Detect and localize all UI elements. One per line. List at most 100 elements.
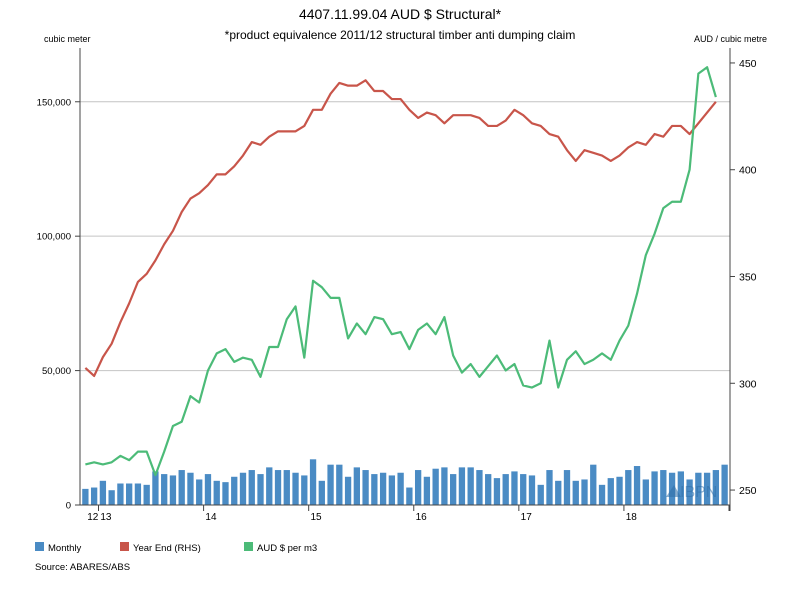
watermark-logo: IBPN: [666, 484, 717, 501]
x-tick-label: 14: [205, 512, 217, 523]
bar-monthly: [353, 467, 360, 505]
bar-monthly: [283, 470, 290, 505]
bar-monthly: [90, 487, 98, 505]
bar-monthly: [502, 474, 509, 505]
x-tick-label: 12: [87, 512, 99, 523]
bar-monthly: [117, 483, 124, 505]
chart-subtitle: *product equivalence 2011/12 structural …: [225, 28, 576, 42]
left-axis-ticks: 0 50,000 100,000 150,000: [37, 97, 80, 512]
bar-monthly: [703, 472, 711, 505]
bar-monthly: [248, 470, 255, 505]
bar-monthly: [511, 471, 518, 505]
x-tick-label: 15: [310, 512, 322, 523]
bar-monthly: [625, 470, 632, 505]
bar-monthly: [581, 479, 588, 505]
bar-monthly: [292, 472, 299, 505]
bar-monthly: [239, 472, 247, 505]
right-tick-label: 300: [739, 378, 757, 390]
bar-monthly: [344, 476, 352, 505]
bar-monthly: [231, 476, 238, 505]
bar-monthly: [82, 488, 89, 505]
bar-monthly: [546, 470, 553, 505]
bar-monthly: [397, 472, 404, 505]
bar-monthly: [598, 484, 606, 505]
bar-monthly: [327, 464, 334, 505]
bar-monthly: [642, 479, 649, 505]
logo-mark-icon: [666, 485, 681, 497]
bar-monthly: [371, 474, 378, 505]
bar-monthly: [388, 475, 396, 505]
bar-monthly: [126, 483, 133, 505]
bar-monthly: [204, 474, 212, 505]
bar-monthly: [99, 480, 107, 505]
bar-monthly: [563, 470, 571, 505]
bar-monthly: [266, 467, 273, 505]
bar-monthly: [712, 470, 720, 505]
bar-monthly: [152, 471, 159, 505]
bar-monthly: [528, 475, 536, 505]
left-tick-label: 50,000: [42, 366, 71, 377]
bar-monthly: [274, 470, 282, 505]
x-tick-label: 17: [521, 512, 533, 523]
bar-monthly: [686, 479, 693, 505]
bar-monthly: [362, 470, 369, 505]
bar-monthly: [616, 476, 623, 505]
bar-monthly: [406, 487, 413, 505]
bar-monthly: [213, 480, 220, 505]
bar-monthly: [423, 476, 431, 505]
right-tick-label: 250: [739, 485, 757, 497]
legend-label-aud-per-m3: AUD $ per m3: [257, 543, 317, 554]
bar-monthly: [134, 483, 142, 505]
x-tick-label: 18: [626, 512, 638, 523]
bar-monthly: [108, 490, 115, 505]
right-tick-label: 450: [739, 58, 757, 70]
right-axis-unit: AUD / cubic metre: [694, 34, 767, 44]
bar-monthly: [161, 474, 168, 505]
x-axis-ticks: 12 13 14 15 16 17 18: [87, 505, 731, 523]
watermark-text: IBPN: [680, 484, 717, 501]
legend-label-year-end: Year End (RHS): [133, 543, 201, 554]
chart-title: 4407.11.99.04 AUD $ Structural*: [299, 6, 502, 22]
legend-label-monthly: Monthly: [48, 543, 82, 554]
left-tick-label: 150,000: [37, 97, 71, 108]
bar-monthly: [572, 480, 579, 505]
left-tick-label: 0: [66, 501, 71, 512]
bar-monthly: [441, 467, 448, 505]
bar-monthly: [178, 470, 185, 505]
bar-monthly: [677, 471, 684, 505]
bar-monthly: [520, 474, 527, 505]
bar-monthly: [633, 466, 641, 505]
bar-monthly: [309, 459, 317, 505]
x-tick-label: 13: [100, 512, 112, 523]
bar-monthly: [301, 475, 308, 505]
right-axis-ticks: 250 300 350 400 450: [730, 58, 757, 497]
bar-monthly: [196, 479, 203, 505]
bar-monthly: [414, 470, 422, 505]
legend: Monthly Year End (RHS) AUD $ per m3: [35, 542, 317, 554]
bar-monthly: [187, 472, 194, 505]
bar-monthly: [607, 478, 614, 505]
legend-swatch-monthly: [35, 542, 44, 551]
bar-monthly: [336, 464, 343, 505]
left-tick-label: 100,000: [37, 232, 71, 243]
line-year-end: [84, 79, 717, 378]
bar-monthly: [485, 474, 492, 505]
x-tick-label: 16: [416, 512, 428, 523]
legend-swatch-year-end: [120, 542, 129, 551]
bar-monthly: [721, 464, 728, 505]
bar-monthly: [555, 480, 562, 505]
bar-monthly: [318, 480, 325, 505]
right-tick-label: 350: [739, 272, 757, 284]
bar-monthly: [493, 478, 501, 505]
legend-swatch-aud-per-m3: [244, 542, 253, 551]
bar-monthly: [257, 474, 264, 505]
bar-monthly: [590, 464, 597, 505]
bar-monthly: [467, 467, 474, 505]
bar-monthly: [450, 474, 457, 505]
bars-monthly: [82, 459, 728, 505]
bar-monthly: [476, 470, 483, 505]
right-tick-label: 400: [739, 165, 757, 177]
bar-monthly: [651, 471, 658, 505]
lines: [84, 66, 717, 477]
